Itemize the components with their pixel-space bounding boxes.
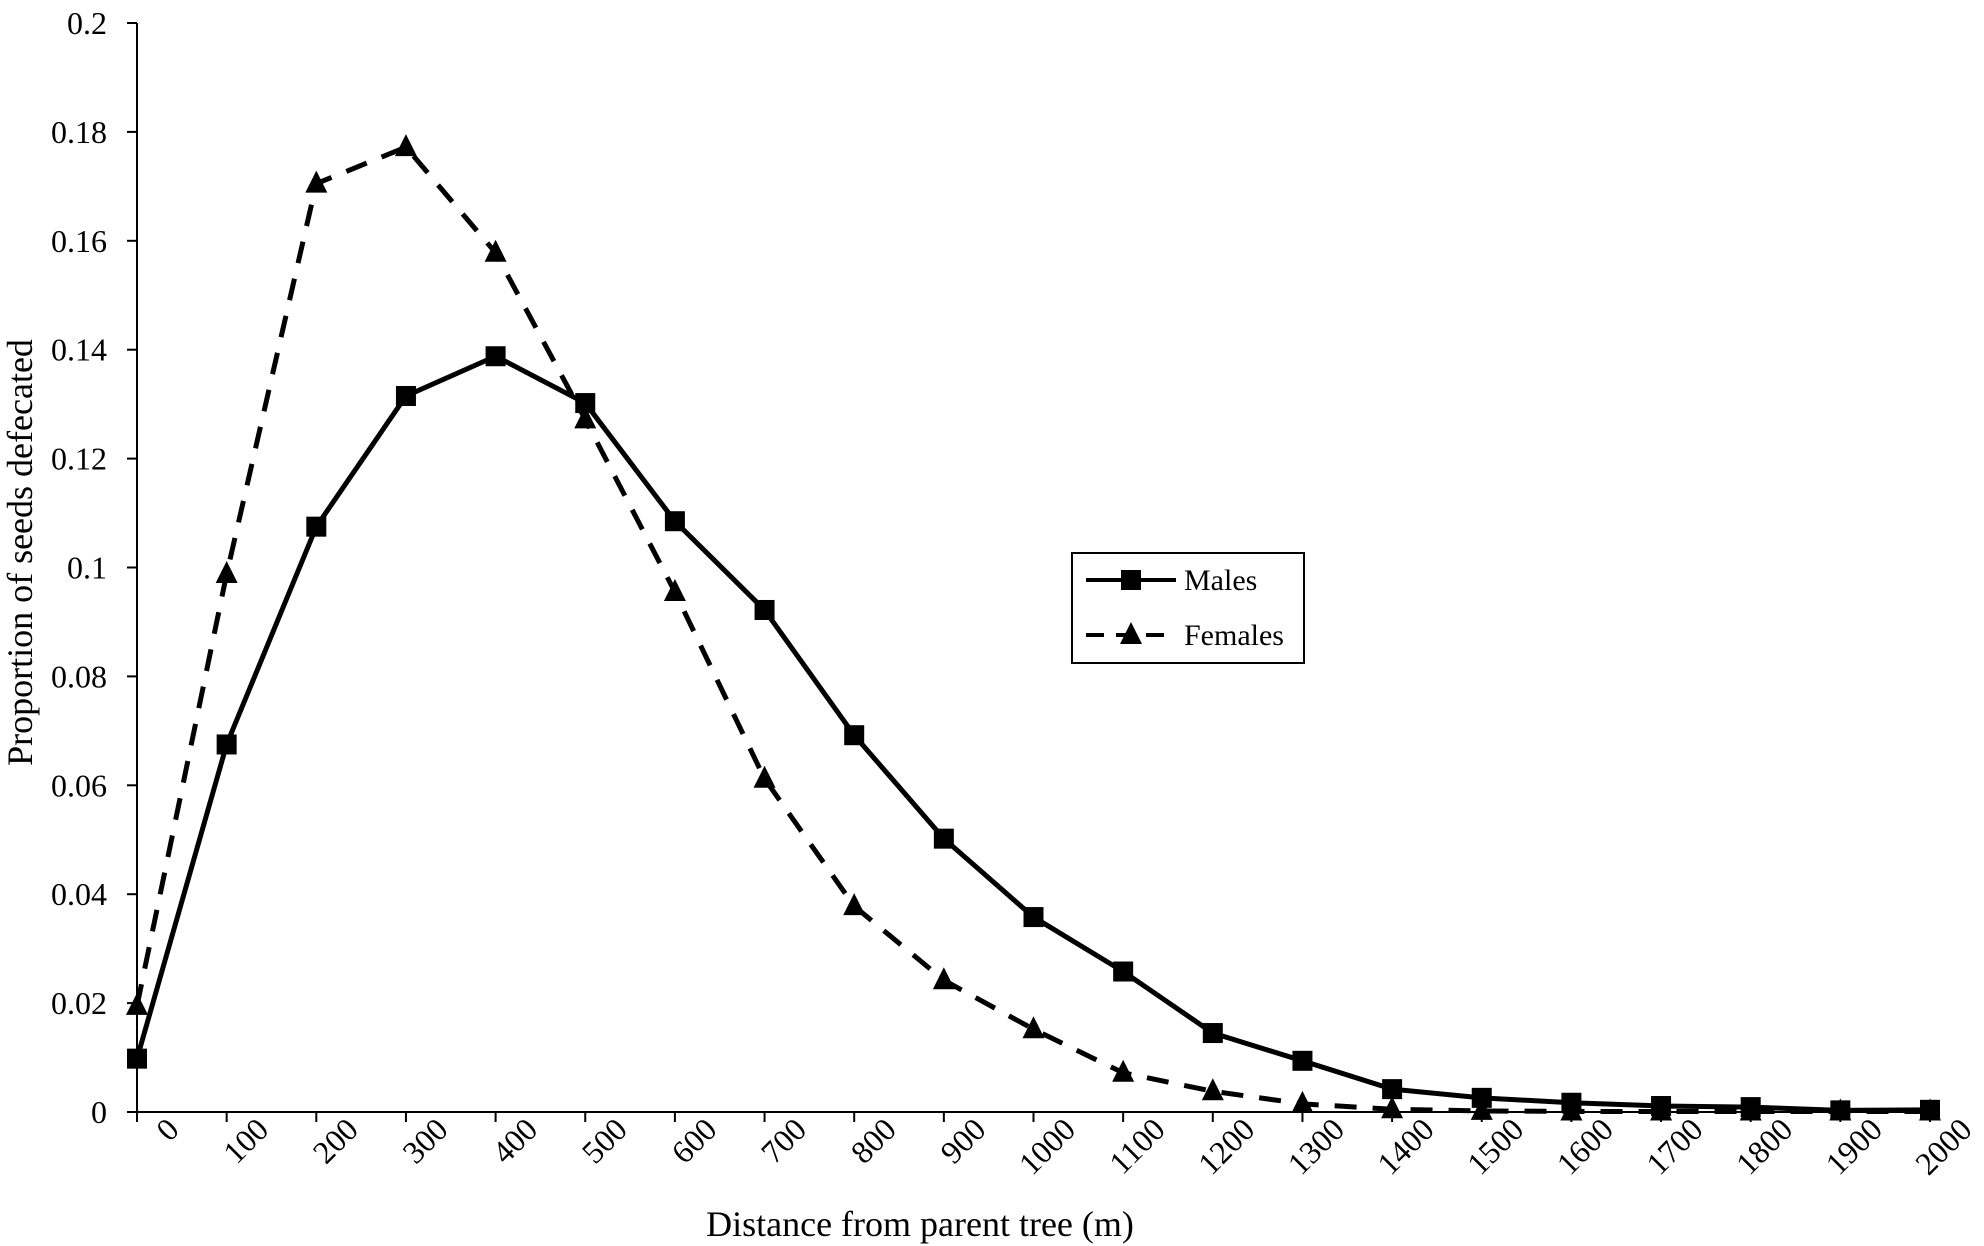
data-point-females [484,239,507,262]
data-point-males [844,725,865,746]
data-point-females [1201,1078,1224,1101]
x-tick-label: 1700 [1639,1111,1710,1182]
data-point-females [1112,1059,1135,1082]
data-point-females [1381,1096,1404,1119]
data-point-males [306,516,327,537]
legend-label-females: Females [1184,619,1284,652]
data-point-males [1292,1050,1313,1071]
data-point-females [305,170,328,193]
data-point-males [575,393,596,414]
data-point-females [1919,1098,1941,1121]
data-point-females [574,406,597,429]
x-tick-label: 1900 [1818,1111,1889,1182]
x-tick-label: 900 [933,1111,992,1170]
data-point-males [216,734,237,755]
y-tick-label: 0.12 [51,441,107,477]
x-tick-label: 2000 [1908,1111,1979,1182]
data-point-females [215,561,238,584]
legend: Males Females [1071,552,1305,664]
y-axis-title: Proportion of seeds defecated [0,339,40,766]
y-tick-label: 0.1 [67,550,107,586]
data-point-females [1560,1098,1583,1121]
x-tick-label: 1600 [1549,1111,1620,1182]
x-tick-label: 1500 [1460,1111,1531,1182]
x-tick-label: 500 [575,1111,634,1170]
x-tick-label: 800 [843,1111,902,1170]
data-point-females [394,134,417,157]
y-tick-label: 0 [91,1094,107,1130]
x-tick-label: 1800 [1729,1111,1800,1182]
data-point-males [754,599,775,620]
data-point-females [1650,1098,1673,1121]
data-point-males [395,385,416,406]
data-point-females [932,967,955,990]
data-point-females [753,765,776,788]
x-tick-label: 1400 [1370,1111,1441,1182]
series-line-males [134,353,1931,1113]
x-tick-label: 700 [754,1111,813,1170]
data-point-females [126,992,148,1015]
y-tick-label: 0.04 [51,876,107,912]
y-tick-label: 0.14 [51,332,107,368]
legend-label-males: Males [1184,564,1257,597]
y-tick-label: 0.06 [51,767,107,803]
y-axis-ticks: 0 0.02 0.04 0.06 0.08 0.1 0.12 0.14 0.16 0.18 0.2 [51,5,137,1130]
x-tick-label: 1000 [1011,1111,1082,1182]
data-point-males [933,828,954,849]
data-point-females [1739,1098,1762,1121]
legend-marker-males [1121,570,1141,590]
y-tick-label: 0.02 [51,985,107,1021]
data-point-males [1382,1079,1403,1100]
data-point-males [485,346,506,367]
data-point-females [1291,1090,1314,1113]
series-line-females [134,144,1930,1114]
x-tick-label: 100 [216,1111,275,1170]
series-layer [126,134,1941,1121]
x-tick-label: 600 [664,1111,723,1170]
data-point-males [1113,961,1134,982]
data-point-females [843,893,866,916]
data-point-males [1202,1023,1223,1044]
x-tick-label: 1100 [1102,1111,1172,1181]
legend-marker-females [1120,622,1142,644]
data-point-females [663,579,686,602]
x-tick-label: 1200 [1191,1111,1262,1182]
y-tick-label: 0.08 [51,658,107,694]
data-point-males [664,511,685,532]
y-tick-label: 0.16 [51,223,107,259]
axes [136,23,1930,1113]
data-point-females [1829,1098,1852,1121]
x-axis-title: Distance from parent tree (m) [706,1204,1134,1244]
x-tick-label: 400 [485,1111,544,1170]
data-point-males [1471,1087,1492,1108]
legend-box [1071,552,1305,664]
x-tick-label: 300 [395,1111,454,1170]
data-point-females [1022,1016,1045,1039]
y-tick-label: 0.2 [67,5,107,41]
x-tick-label: 1300 [1280,1111,1351,1182]
y-tick-label: 0.18 [51,114,107,150]
x-axis-ticks: 0 100 200 300 400 500 600 700 800 900 1000 1100 1200… [136,1111,1979,1182]
x-tick-label: 200 [306,1111,365,1170]
data-point-males [1023,907,1044,928]
data-point-males [127,1048,147,1069]
data-point-females [1470,1097,1493,1120]
x-tick-label: 0 [149,1111,186,1148]
